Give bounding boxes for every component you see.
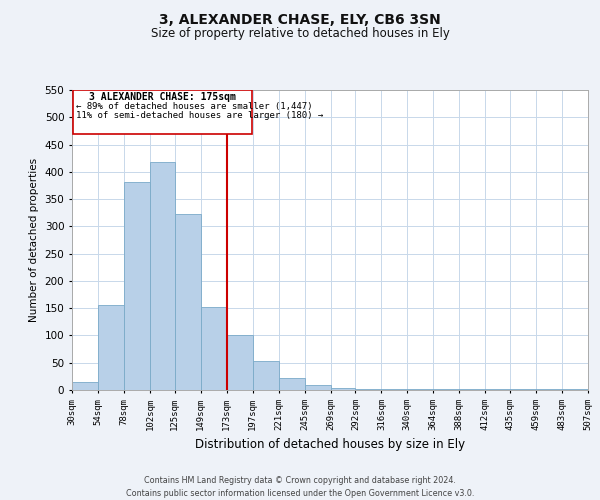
Text: 11% of semi-detached houses are larger (180) →: 11% of semi-detached houses are larger (… xyxy=(76,110,323,120)
Bar xyxy=(201,306,227,390)
Text: Size of property relative to detached houses in Ely: Size of property relative to detached ho… xyxy=(151,28,449,40)
Bar xyxy=(305,384,331,390)
Bar xyxy=(72,382,98,390)
FancyBboxPatch shape xyxy=(73,90,251,134)
X-axis label: Distribution of detached houses by size in Ely: Distribution of detached houses by size … xyxy=(195,438,465,451)
Bar xyxy=(227,336,253,390)
Bar xyxy=(355,389,382,390)
Bar xyxy=(278,378,305,390)
Text: 3 ALEXANDER CHASE: 175sqm: 3 ALEXANDER CHASE: 175sqm xyxy=(89,92,236,102)
Bar xyxy=(124,182,150,390)
Text: ← 89% of detached houses are smaller (1,447): ← 89% of detached houses are smaller (1,… xyxy=(76,102,313,111)
Text: 3, ALEXANDER CHASE, ELY, CB6 3SN: 3, ALEXANDER CHASE, ELY, CB6 3SN xyxy=(159,12,441,26)
Y-axis label: Number of detached properties: Number of detached properties xyxy=(29,158,39,322)
Text: Contains HM Land Registry data © Crown copyright and database right 2024.
Contai: Contains HM Land Registry data © Crown c… xyxy=(126,476,474,498)
Bar xyxy=(150,162,175,390)
Bar xyxy=(253,360,278,390)
Bar xyxy=(331,388,355,390)
Bar xyxy=(98,306,124,390)
Bar xyxy=(175,214,201,390)
